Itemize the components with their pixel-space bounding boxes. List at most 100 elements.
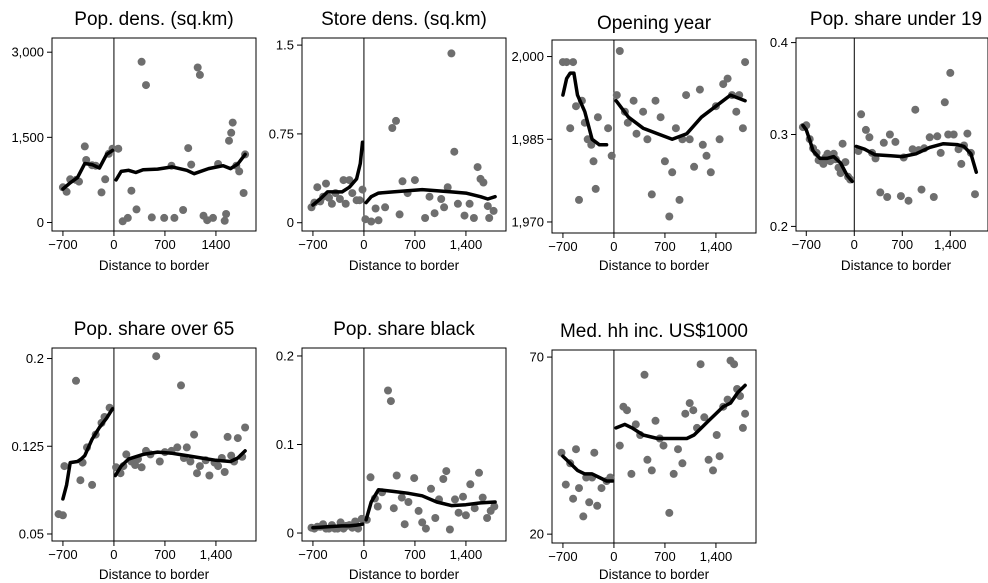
y-tick-label: 0.3 <box>770 127 788 142</box>
data-point <box>695 85 704 94</box>
data-point <box>668 168 677 177</box>
data-point <box>819 159 828 168</box>
data-point <box>392 116 400 125</box>
panel-pop-share-black: Pop. share black Distance to border −700… <box>276 319 507 582</box>
data-point <box>647 190 656 199</box>
data-point <box>593 501 602 510</box>
data-point <box>640 370 649 379</box>
data-point <box>643 455 652 464</box>
data-point <box>97 188 106 197</box>
data-point <box>58 511 67 520</box>
x-tick-label: 700 <box>404 547 426 562</box>
data-point <box>631 420 640 429</box>
x-tick-label: 700 <box>154 547 176 562</box>
data-point <box>478 493 487 502</box>
data-point <box>367 217 376 226</box>
data-point <box>490 502 499 511</box>
data-point <box>591 184 600 193</box>
data-point <box>60 462 69 471</box>
data-point <box>569 58 578 67</box>
data-point <box>235 167 244 176</box>
data-point <box>239 189 248 197</box>
x-axis-title: Distance to border <box>599 258 710 273</box>
y-tick-label: 0.2 <box>276 348 294 363</box>
data-point <box>341 199 350 208</box>
x-tick-label: 700 <box>654 239 676 254</box>
panel-title: Pop. share black <box>333 319 475 340</box>
data-point <box>651 96 660 105</box>
data-point <box>142 81 150 90</box>
y-tick-label: 1,970 <box>511 214 544 229</box>
y-tick-label: 0 <box>287 526 294 541</box>
data-point <box>371 204 380 213</box>
data-point <box>715 452 724 461</box>
data-point <box>205 471 214 480</box>
data-point <box>461 511 470 520</box>
fit-line-left <box>61 148 115 191</box>
data-point <box>857 110 866 119</box>
data-point <box>944 130 953 139</box>
data-point <box>325 193 333 202</box>
data-point <box>123 213 132 222</box>
data-point <box>562 58 571 67</box>
data-point <box>170 213 179 222</box>
data-point <box>685 399 694 408</box>
data-point <box>475 468 483 477</box>
data-point <box>454 508 463 517</box>
panel-title: Pop. share over 65 <box>74 319 235 340</box>
data-point <box>917 185 926 194</box>
fit-line-right <box>854 141 979 174</box>
plot-frame <box>51 37 257 232</box>
fit-line-left <box>801 123 854 184</box>
data-point <box>447 49 456 58</box>
data-point <box>186 457 195 466</box>
data-point <box>479 178 488 187</box>
x-tick-label: 0 <box>360 237 367 252</box>
data-point <box>366 473 375 482</box>
x-tick-label: −700 <box>48 547 77 562</box>
data-point <box>381 203 390 212</box>
data-point <box>665 212 674 221</box>
x-tick-label: 1,400 <box>450 237 483 252</box>
data-point <box>450 147 459 156</box>
x-tick-label: 1,400 <box>934 237 967 252</box>
data-point <box>681 409 690 418</box>
data-point <box>660 157 669 166</box>
x-axis-title: Distance to border <box>599 567 710 582</box>
data-point <box>698 140 707 149</box>
data-point <box>443 183 452 192</box>
data-point <box>177 381 185 390</box>
data-point <box>929 193 938 201</box>
data-point <box>623 118 632 127</box>
x-tick-label: 0 <box>110 547 117 562</box>
y-tick-label: 0.2 <box>770 219 788 234</box>
data-point <box>957 159 966 168</box>
data-point <box>485 214 494 222</box>
data-point <box>430 209 439 218</box>
data-point <box>647 466 656 475</box>
data-point <box>335 195 344 203</box>
data-point <box>404 498 413 506</box>
data-point <box>127 186 136 195</box>
y-tick-label: 1,500 <box>11 130 44 145</box>
data-point <box>190 430 199 439</box>
data-point <box>841 158 850 167</box>
data-point <box>373 502 382 511</box>
data-point <box>179 206 188 214</box>
data-point <box>946 68 955 77</box>
data-point <box>665 508 674 517</box>
data-point <box>182 443 191 452</box>
data-point <box>704 455 713 464</box>
data-point <box>940 98 949 107</box>
data-point <box>489 206 498 215</box>
fit-line-right <box>614 93 747 142</box>
y-tick-label: 0.75 <box>269 126 294 141</box>
data-point <box>612 91 621 100</box>
fit-line-left <box>561 454 615 483</box>
data-point <box>659 441 668 450</box>
data-point <box>685 135 694 144</box>
data-point <box>451 495 459 504</box>
panel-pop-share-over-65: Pop. share over 65 Distance to border −7… <box>11 319 257 582</box>
data-point <box>384 386 392 395</box>
x-tick-label: 700 <box>404 237 426 252</box>
